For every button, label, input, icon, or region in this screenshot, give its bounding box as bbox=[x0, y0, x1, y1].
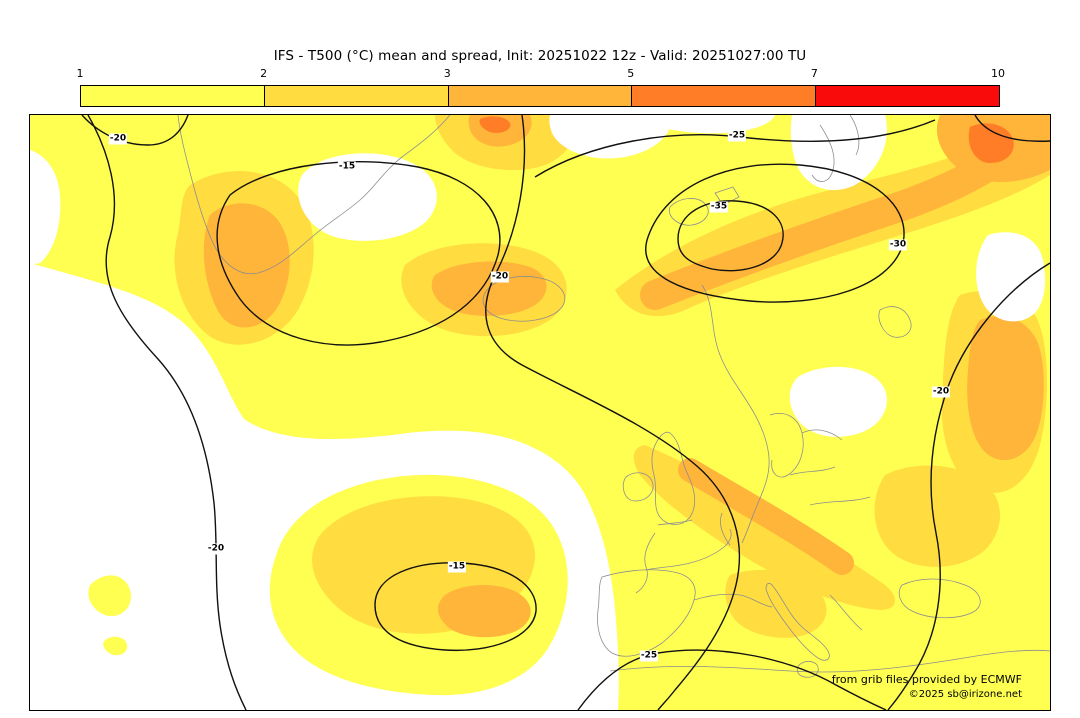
italy-coastline bbox=[693, 582, 863, 661]
france-coastline bbox=[635, 519, 693, 594]
colorbar-tick: 2 bbox=[260, 67, 268, 80]
white-sea-coastline bbox=[878, 306, 912, 338]
colorbar-tick: 7 bbox=[810, 67, 818, 80]
contour-label-layer: -20 -15 -25 -35 -30 -20 -20 -15 -25 -20 bbox=[30, 115, 1050, 710]
isotherm-loop bbox=[216, 161, 501, 346]
europe-map-svg bbox=[30, 115, 1050, 710]
isotherm-loop bbox=[677, 200, 784, 272]
contour-label: -25 bbox=[727, 130, 747, 142]
contour-label: -15 bbox=[337, 161, 357, 173]
britain-coastline bbox=[651, 431, 696, 525]
black-sea-coastline bbox=[898, 578, 981, 619]
low-spread-hole bbox=[298, 153, 437, 241]
isotherm-loop bbox=[374, 562, 537, 652]
contour-label: -25 bbox=[639, 650, 659, 662]
east-europe-borders bbox=[789, 466, 871, 506]
colorbar-tick: 10 bbox=[991, 67, 1005, 80]
isotherm-line bbox=[485, 115, 741, 710]
contour-label: -20 bbox=[490, 271, 510, 283]
colorbar-tick: 1 bbox=[76, 67, 84, 80]
spread-2-3-patch bbox=[725, 569, 827, 638]
spread-3-5-patch bbox=[203, 203, 290, 328]
map-frame: -20 -15 -25 -35 -30 -20 -20 -15 -25 -20 from grib… bbox=[29, 114, 1051, 711]
colorbar-segment bbox=[448, 86, 633, 106]
spread-5-7-patch bbox=[968, 123, 1014, 163]
colorbar-tick: 3 bbox=[443, 67, 451, 80]
colorbar-tick: 5 bbox=[627, 67, 635, 80]
spread-1-2-speck bbox=[88, 575, 131, 617]
low-spread-hole bbox=[549, 115, 671, 159]
spread-colorbar: 1 2 3 5 7 10 bbox=[76, 67, 1006, 107]
low-spread-hole bbox=[976, 232, 1046, 322]
contour-label: -30 bbox=[888, 239, 908, 251]
low-spread-hole bbox=[789, 366, 887, 437]
credits: from grib files provided by ECMWF ©2025 … bbox=[832, 672, 1022, 702]
chart-title: IFS - T500 (°C) mean and spread, Init: 2… bbox=[273, 48, 807, 64]
isotherm-line bbox=[81, 115, 189, 146]
isotherm-line bbox=[974, 115, 1050, 142]
spread-5-7-patch bbox=[479, 116, 511, 133]
denmark-coastline bbox=[644, 512, 732, 571]
low-spread-hole bbox=[790, 115, 887, 191]
spread-1-2-speck bbox=[103, 636, 128, 656]
spread-3-5-band bbox=[678, 458, 854, 575]
contour-label: -35 bbox=[709, 201, 729, 213]
credits-source: from grib files provided by ECMWF bbox=[831, 672, 1022, 686]
colorbar-strip bbox=[80, 85, 1000, 107]
colorbar-tick-row: 1 2 3 5 7 10 bbox=[76, 67, 1006, 81]
isotherm-line bbox=[577, 649, 887, 710]
spread-3-5-patch bbox=[967, 316, 1044, 461]
credits-copyright: ©2025 sb@irizone.net bbox=[908, 688, 1022, 700]
colorbar-segment bbox=[81, 86, 265, 106]
iberia-coastline bbox=[597, 569, 696, 657]
isotherm-line bbox=[87, 115, 247, 710]
colorbar-segment bbox=[632, 86, 817, 106]
contour-label: -20 bbox=[931, 386, 951, 398]
ireland-coastline bbox=[622, 472, 654, 502]
colorbar-segment bbox=[264, 86, 449, 106]
iceland-coastline bbox=[482, 275, 566, 322]
baltic-coastline bbox=[769, 413, 843, 478]
colorbar-segment bbox=[816, 86, 999, 106]
spread-3-5-patch bbox=[437, 584, 531, 638]
arctic-islands-coastline bbox=[811, 115, 860, 182]
spread-2-3-patch bbox=[874, 465, 1000, 567]
contour-label: -20 bbox=[108, 133, 128, 145]
contour-label: -15 bbox=[447, 561, 467, 573]
greenland-coastline bbox=[177, 115, 451, 275]
contour-label: -20 bbox=[206, 543, 226, 555]
isotherm-line bbox=[887, 262, 1050, 710]
low-spread-hole bbox=[30, 150, 61, 265]
low-spread-hole bbox=[630, 115, 775, 134]
norway-coastline bbox=[701, 284, 770, 544]
spread-shading-layer bbox=[30, 115, 1050, 710]
